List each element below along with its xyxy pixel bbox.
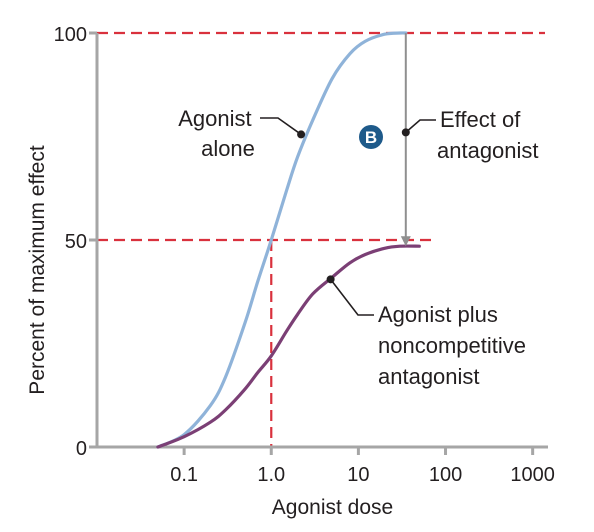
- label-agonist-alone-line2: alone: [201, 136, 255, 161]
- label-agonist-plus-antagonist: Agonist plus noncompetitive antagonist: [378, 302, 532, 389]
- agonist-plus-antagonist-curve: [156, 244, 421, 449]
- y-tick-label: 0: [76, 438, 87, 460]
- leader-agonist-plus: [329, 278, 374, 316]
- label-agonist-plus-line3: antagonist: [378, 364, 480, 389]
- leader-dot-agonist-alone: [297, 130, 306, 139]
- leader-dot-effect: [401, 128, 410, 137]
- badge-b: B: [359, 125, 383, 149]
- leader-lines: [260, 117, 436, 316]
- y-tick-label: 50: [65, 231, 87, 253]
- x-axis-title: Agonist dose: [272, 496, 393, 519]
- series: [156, 31, 421, 449]
- label-agonist-plus-line1: Agonist plus: [378, 302, 498, 327]
- y-tick-label: 100: [54, 24, 87, 46]
- x-tick-label: 100: [429, 464, 462, 486]
- label-effect-line1: Effect of: [440, 107, 521, 132]
- badge-letter: B: [365, 128, 377, 147]
- annotations: Percent of maximum effect Agonist dose A…: [26, 106, 539, 519]
- x-tick-label: 1.0: [257, 464, 285, 486]
- x-tick-label: 1000: [510, 464, 555, 486]
- x-tick-label: 0.1: [170, 464, 198, 486]
- label-effect-of-antagonist: Effect of antagonist: [437, 107, 539, 163]
- effect-arrow-head: [400, 236, 411, 247]
- agonist-alone-curve: [156, 31, 408, 449]
- label-agonist-plus-line2: noncompetitive: [378, 333, 526, 358]
- x-tick-label: 10: [347, 464, 369, 486]
- effect-arrow: [400, 33, 411, 247]
- reference-lines: [97, 31, 545, 447]
- label-agonist-alone-line1: Agonist: [178, 106, 251, 131]
- label-agonist-alone: Agonist alone: [178, 106, 258, 161]
- leader-agonist-alone: [260, 117, 302, 136]
- badge-circle: [359, 125, 383, 149]
- leader-effect: [405, 119, 436, 133]
- ticks: 0 50 100 0.1 1.0 10 100 1000: [54, 24, 555, 486]
- y-axis-title: Percent of maximum effect: [26, 145, 49, 395]
- leader-dot-agonist-plus: [326, 275, 335, 284]
- label-effect-line2: antagonist: [437, 138, 539, 163]
